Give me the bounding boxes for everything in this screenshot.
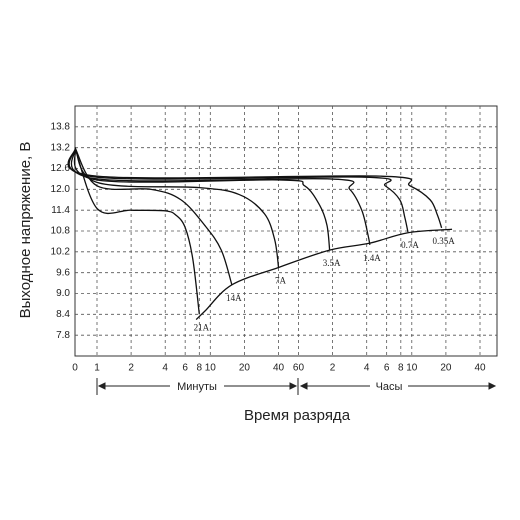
discharge-curve: [195, 228, 453, 321]
y-tick-label: 10.2: [51, 246, 71, 257]
curve-label: 3.5A: [323, 258, 341, 268]
x-tick-label: 2: [128, 363, 134, 374]
curve-label: 7A: [275, 276, 287, 286]
discharge-curve: [73, 147, 331, 251]
annotation: Часы: [376, 381, 403, 393]
y-tick-label: 13.2: [51, 142, 71, 153]
x-tick-label: 6: [384, 363, 390, 374]
x-axis-label: Время разряда: [244, 407, 351, 424]
y-tick-label: 12.0: [51, 184, 71, 195]
x-tick-label: 20: [440, 363, 452, 374]
y-axis-label: Выходное напряжение, В: [17, 142, 34, 319]
y-tick-label: 7.8: [56, 330, 70, 341]
discharge-curve: [70, 147, 371, 246]
discharge-curve: [68, 147, 409, 233]
x-tick-label: 40: [273, 363, 285, 374]
discharge-curve: [74, 147, 280, 268]
y-tick-label: 8.4: [56, 309, 70, 320]
x-tick-label: 0: [72, 363, 78, 374]
curve-label: 14A: [226, 293, 242, 303]
curve-label: 21A: [194, 322, 210, 332]
x-tick-label: 40: [474, 363, 486, 374]
x-tick-label: 8: [197, 363, 203, 374]
y-tick-label: 9.6: [56, 267, 70, 278]
x-tick-label: 4: [162, 363, 168, 374]
y-tick-label: 9.0: [56, 288, 70, 299]
curve-label: 0.7A: [401, 240, 419, 250]
curve-label: 1.4A: [363, 253, 381, 263]
discharge-curve: [74, 147, 200, 315]
x-tick-label: 6: [182, 363, 188, 374]
discharge-curve: [67, 147, 443, 229]
curve-label: 0.35A: [432, 236, 455, 246]
x-tick-label: 8: [398, 363, 404, 374]
x-tick-label: 2: [330, 363, 336, 374]
bracket-arrows: [97, 382, 497, 390]
x-tick-label: 20: [239, 363, 251, 374]
y-tick-label: 10.8: [51, 226, 71, 237]
x-tick-label: 60: [293, 363, 305, 374]
range-brackets: [96, 378, 497, 395]
y-tick-label: 12.6: [51, 163, 71, 174]
annotation: Минуты: [177, 381, 217, 393]
x-tick-label: 10: [205, 363, 217, 374]
y-tick-label: 13.8: [51, 121, 71, 132]
y-tick-label: 11.4: [51, 205, 70, 216]
x-tick-label: 4: [364, 363, 370, 374]
discharge-curve: [74, 147, 233, 286]
x-tick-label: 10: [406, 363, 418, 374]
x-tick-label: 1: [94, 363, 100, 374]
